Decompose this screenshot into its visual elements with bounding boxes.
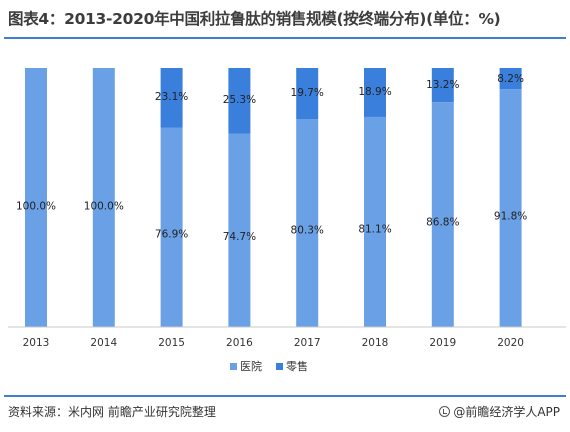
data-label-retail-2018: 18.9% bbox=[358, 86, 391, 98]
bar-hospital-2017 bbox=[296, 119, 319, 327]
title-divider bbox=[4, 37, 566, 39]
data-label-hospital-2017: 80.3% bbox=[291, 224, 324, 236]
legend-swatch-hospital bbox=[230, 363, 237, 370]
legend: 医院 零售 bbox=[230, 359, 308, 373]
data-label-retail-2016: 25.3% bbox=[223, 94, 256, 106]
x-tick-label-2014: 2014 bbox=[90, 337, 117, 349]
bar-retail-2019 bbox=[431, 68, 454, 103]
data-label-hospital-2016: 74.7% bbox=[223, 231, 256, 243]
x-tick-label-2019: 2019 bbox=[429, 337, 456, 349]
data-label-hospital-2019: 86.8% bbox=[426, 216, 459, 228]
data-label-hospital-2015: 76.9% bbox=[155, 228, 188, 240]
source-note: 资料来源：米内网 前瞻产业研究院整理 bbox=[8, 405, 216, 419]
legend-label-retail: 零售 bbox=[286, 359, 308, 373]
x-tick-label-2018: 2018 bbox=[362, 337, 389, 349]
legend-label-hospital: 医院 bbox=[240, 359, 262, 373]
x-tick-labels: 2013 2014 2015 2016 2017 2018 2019 2020 bbox=[23, 337, 524, 349]
data-label-hospital-2020: 91.8% bbox=[494, 210, 527, 222]
x-tick-label-2017: 2017 bbox=[294, 337, 321, 349]
bar-retail-2017 bbox=[296, 68, 319, 120]
brand-text: @前瞻经济学人APP bbox=[453, 405, 560, 419]
bar-hospital-2018 bbox=[364, 116, 386, 328]
bars-layer: 100.0% 100.0% 76.9% 23.1% 74.7% 25.3% 80.3% 19.… bbox=[16, 68, 527, 328]
brand-credit: @前瞻经济学人APP bbox=[439, 403, 560, 420]
data-label-hospital-2014: 100.0% bbox=[84, 200, 124, 212]
chart-title: 图表4：2013-2020年中国利拉鲁肽的销售规模(按终端分布)(单位：%) bbox=[8, 10, 501, 28]
bar-retail-2016 bbox=[228, 68, 251, 134]
footer-divider bbox=[4, 395, 566, 397]
bar-hospital-2014 bbox=[92, 68, 115, 327]
bar-hospital-2020 bbox=[499, 89, 522, 327]
bar-retail-2018 bbox=[364, 68, 386, 117]
bar-hospital-2013 bbox=[25, 68, 47, 327]
x-tick-label-2016: 2016 bbox=[226, 337, 253, 349]
bar-retail-2015 bbox=[160, 68, 183, 128]
data-label-retail-2017: 19.7% bbox=[291, 87, 324, 99]
x-tick-label-2013: 2013 bbox=[23, 337, 50, 349]
data-label-hospital-2018: 81.1% bbox=[358, 223, 391, 235]
x-tick-label-2015: 2015 bbox=[158, 337, 185, 349]
x-tick-label-2020: 2020 bbox=[497, 337, 524, 349]
bar-retail-2020 bbox=[499, 68, 522, 90]
bar-hospital-2015 bbox=[160, 127, 183, 327]
data-label-retail-2015: 23.1% bbox=[155, 91, 188, 103]
stacked-bar-chart: 100.0% 100.0% 76.9% 23.1% 74.7% 25.3% 80.3% 19.… bbox=[8, 68, 566, 373]
data-label-retail-2019: 13.2% bbox=[426, 79, 459, 91]
brand-logo-icon bbox=[439, 406, 451, 417]
data-label-retail-2020: 8.2% bbox=[497, 73, 524, 85]
data-label-hospital-2013: 100.0% bbox=[16, 200, 56, 212]
bar-hospital-2019 bbox=[431, 102, 454, 327]
legend-swatch-retail bbox=[276, 363, 283, 370]
bar-hospital-2016 bbox=[228, 133, 251, 327]
